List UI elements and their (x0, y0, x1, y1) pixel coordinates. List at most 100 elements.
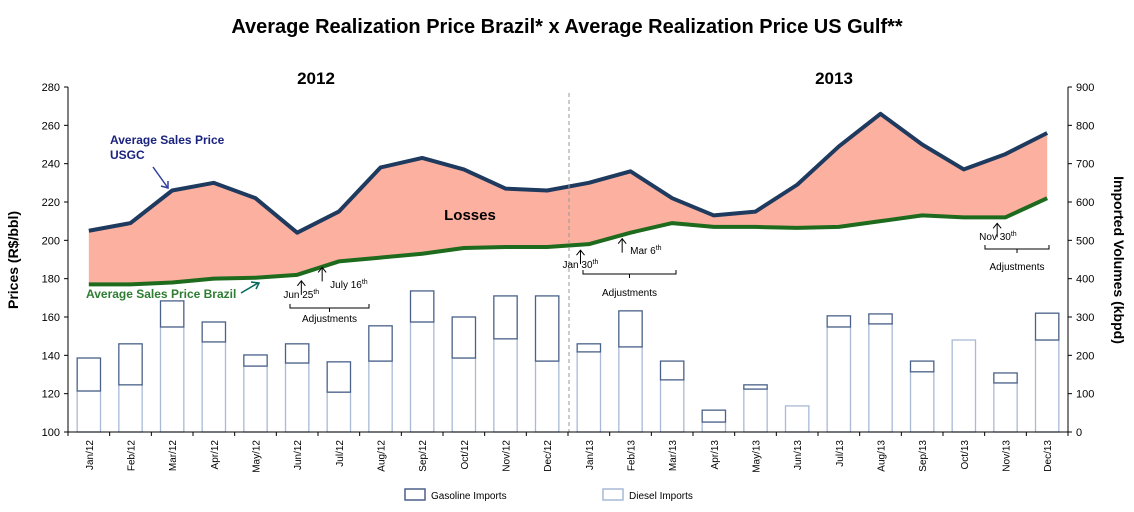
usgc-label-line2: USGC (110, 148, 145, 162)
y2-tick-label: 100 (1076, 389, 1094, 401)
gasoline-bar (1034, 312, 1060, 341)
usgc-label-line1: Average Sales Price (110, 133, 225, 147)
y-tick-label: 280 (42, 82, 60, 94)
year-label-2013: 2013 (815, 69, 853, 88)
x-tick-label: May/13 (752, 440, 763, 473)
gasoline-bar (409, 290, 435, 323)
gasoline-bar (159, 300, 185, 328)
annotation-date: July 16th (330, 279, 368, 291)
diesel-bar (76, 390, 102, 433)
x-tick-label: Dec/13 (1043, 440, 1054, 472)
diesel-bar (659, 379, 685, 433)
x-tick-label: Aug/12 (377, 440, 388, 472)
diesel-bar (201, 341, 227, 433)
adjustments-label: Adjustments (302, 314, 357, 325)
y-tick-label: 140 (42, 350, 60, 362)
gasoline-bar (368, 325, 393, 362)
legend-gasoline-swatch (404, 488, 426, 501)
diesel-bar (1034, 339, 1060, 433)
adjustments-bracket (289, 304, 370, 312)
diesel-bar (826, 326, 852, 433)
adjustments-bracket (582, 270, 677, 278)
usgc-price-line (88, 111, 1049, 235)
y-tick-label: 200 (42, 235, 60, 247)
y2-tick-label: 900 (1076, 82, 1094, 94)
legend-diesel-swatch (602, 488, 624, 501)
diesel-bar (368, 360, 393, 433)
adjustments-label: Adjustments (989, 262, 1044, 273)
y2-tick-label: 500 (1076, 235, 1094, 247)
x-tick-label: Sep/13 (918, 440, 929, 472)
gasoline-bar (743, 384, 768, 390)
x-tick-label: Sep/12 (418, 440, 429, 472)
gasoline-bar (201, 321, 227, 343)
x-tick-label: Jul/13 (835, 440, 846, 467)
x-tick-label: Apr/12 (210, 440, 221, 470)
adjustments-label: Adjustments (602, 288, 657, 299)
diesel-bar (951, 339, 977, 433)
annotation-arrowhead (576, 249, 585, 256)
gasoline-bar (576, 343, 602, 353)
x-tick-label: Jan/13 (585, 440, 596, 470)
x-tick-label: May/12 (252, 440, 263, 473)
annotation-date: Jun 25th (283, 289, 319, 301)
diesel-bar (701, 421, 727, 433)
annotation-date: Nov 30th (979, 231, 1017, 243)
y2-axis-title: Imported Volumes (kbpd) (1111, 176, 1127, 344)
y2-tick-label: 300 (1076, 312, 1094, 324)
y-tick-label: 120 (42, 389, 60, 401)
gasoline-bar (326, 361, 352, 393)
diesel-bar (993, 382, 1018, 433)
x-tick-label: Mar/13 (668, 440, 679, 472)
diesel-bar (326, 391, 352, 433)
gasoline-bar (868, 313, 893, 325)
y-axis-title: Prices (R$/bbl) (5, 211, 21, 309)
diesel-bar (493, 338, 518, 433)
gasoline-bar (909, 360, 935, 373)
legend-gasoline-label: Gasoline Imports (431, 491, 507, 502)
y-tick-label: 220 (42, 197, 60, 209)
gasoline-bar (451, 316, 477, 359)
losses-area (88, 113, 1048, 285)
y2-tick-label: 700 (1076, 159, 1094, 171)
diesel-bar (618, 346, 643, 433)
diesel-bar (534, 360, 560, 433)
x-tick-label: Jun/12 (293, 440, 304, 470)
diesel-bar (909, 371, 935, 433)
diesel-bar (451, 357, 477, 433)
year-label-2012: 2012 (297, 69, 335, 88)
diesel-bar (243, 365, 268, 433)
chart-title: Average Realization Price Brazil* x Aver… (231, 16, 903, 38)
gasoline-bar (618, 310, 643, 348)
gasoline-bar (826, 315, 852, 328)
annotation-arrowhead (992, 222, 1002, 229)
x-tick-label: Feb/12 (127, 440, 138, 472)
x-tick-label: Apr/13 (710, 440, 721, 470)
gasoline-bar (534, 295, 560, 362)
adjustments-bracket (984, 245, 1050, 253)
diesel-bar (576, 351, 602, 433)
annotation-arrowhead (317, 266, 327, 273)
y-tick-label: 240 (42, 159, 60, 171)
legend-diesel-label: Diesel Imports (629, 491, 693, 502)
y-tick-label: 160 (42, 312, 60, 324)
usgc-pointer-arrowhead (160, 181, 169, 189)
x-tick-label: Mar/12 (168, 440, 179, 472)
x-tick-label: Nov/13 (1002, 440, 1013, 472)
y-tick-label: 260 (42, 120, 60, 132)
annotation-date: Jan 30th (563, 259, 599, 271)
y2-tick-label: 800 (1076, 120, 1094, 132)
x-tick-label: Jun/13 (793, 440, 804, 470)
diesel-bar (743, 388, 768, 433)
losses-label: Losses (444, 207, 496, 224)
brazil-pointer-arrowhead (250, 281, 261, 290)
x-tick-label: Aug/13 (877, 440, 888, 472)
x-tick-label: Jan/12 (85, 440, 96, 470)
x-tick-label: Oct/13 (960, 440, 971, 470)
brazil-label: Average Sales Price Brazil (86, 287, 236, 301)
gasoline-bar (701, 409, 727, 423)
gasoline-bar (243, 354, 268, 367)
brazil-price-line (88, 196, 1049, 287)
annotation-arrowhead (296, 280, 306, 287)
